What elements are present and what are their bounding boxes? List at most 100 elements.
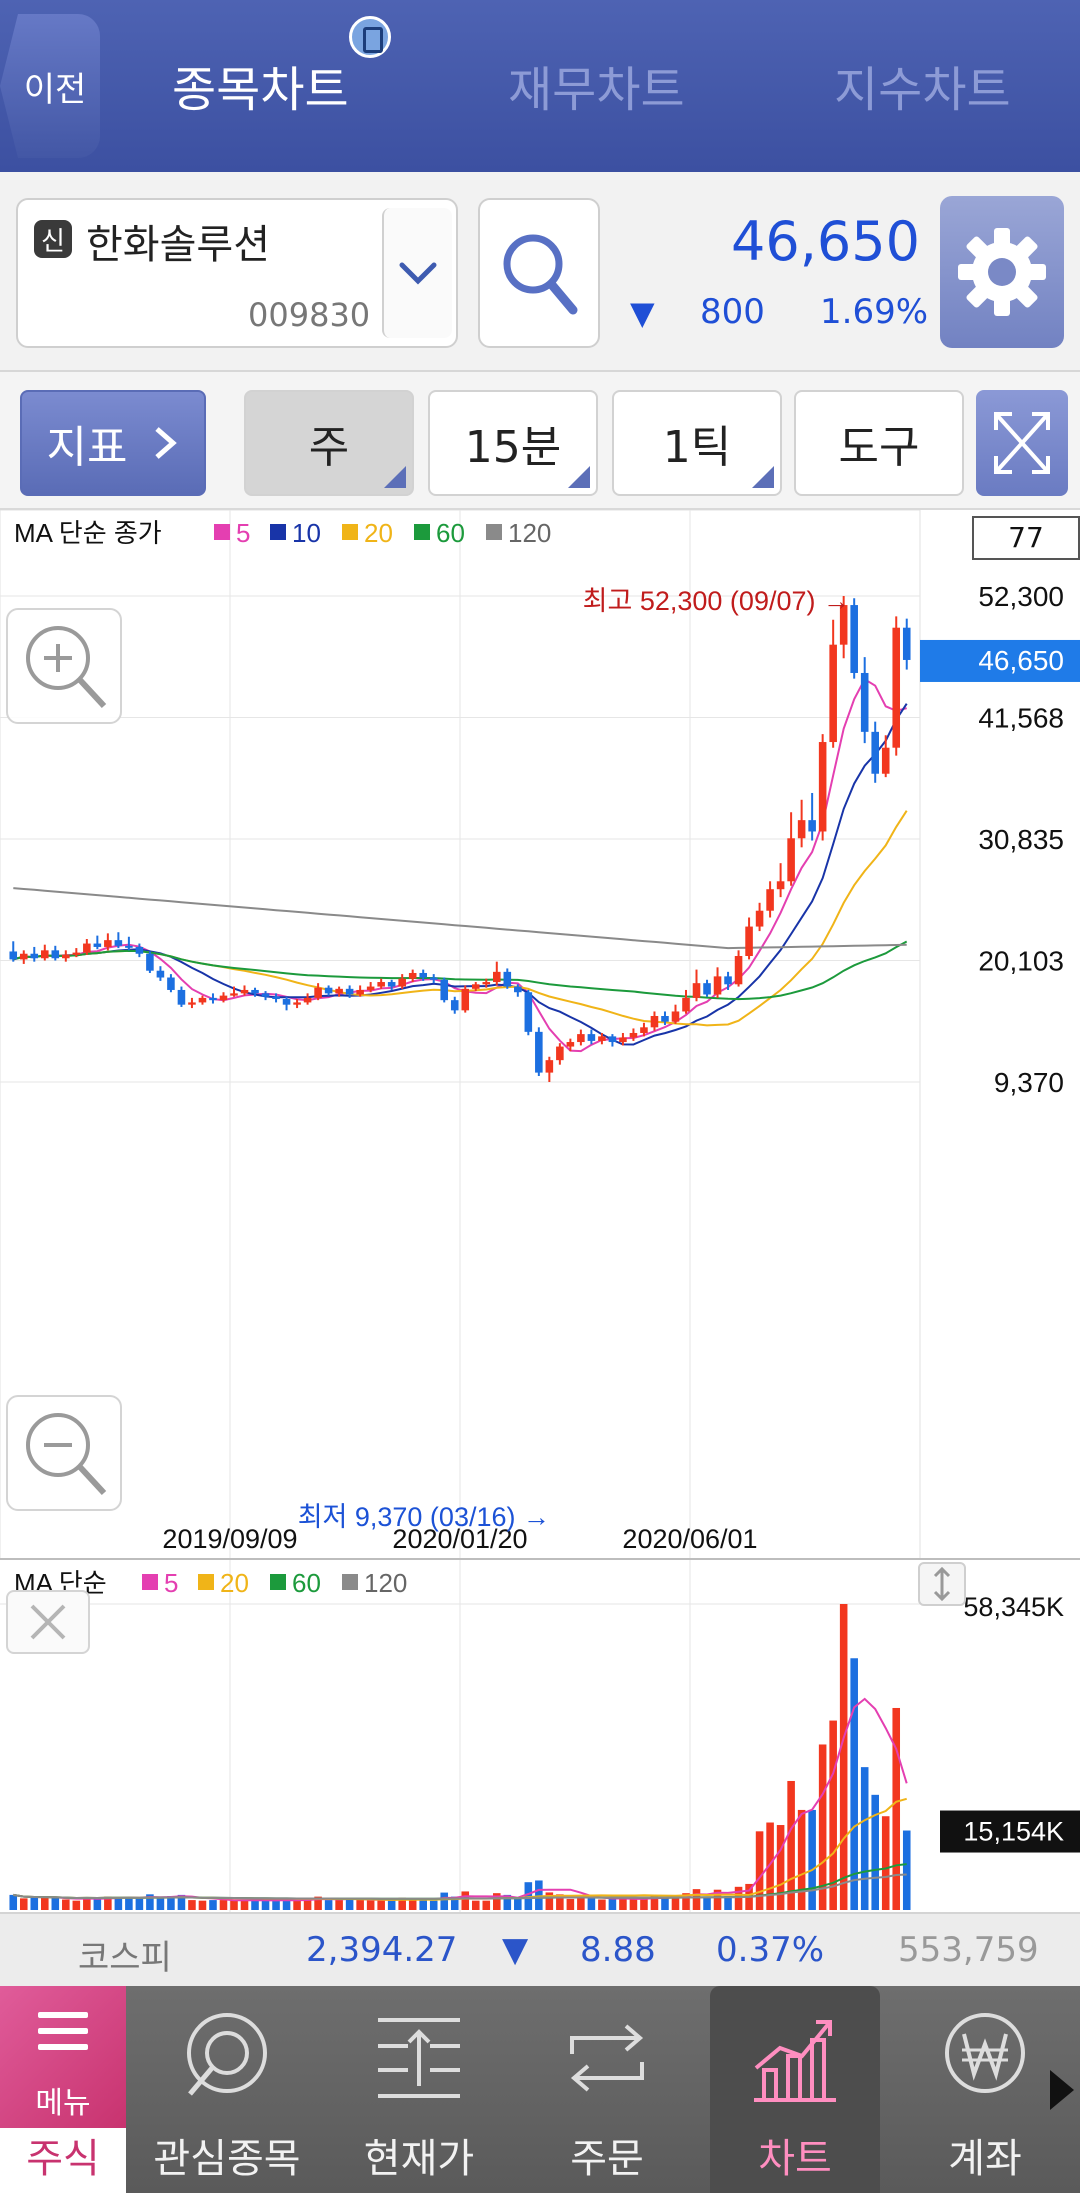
volume-bar (514, 1898, 522, 1910)
legend-label: 60 (292, 1568, 321, 1598)
hamburger-icon (38, 2012, 88, 2060)
tab-stock-chart[interactable]: 종목차트 (172, 62, 349, 118)
period-week-button[interactable]: 주 (244, 390, 414, 496)
volume-bar (713, 1889, 722, 1910)
price-axis-label: 52,300 (978, 581, 1064, 612)
tab-index-chart[interactable]: 지수차트 (834, 62, 1011, 118)
volume-bar (408, 1898, 417, 1910)
volume-bar (808, 1809, 816, 1910)
volume-bar (219, 1900, 228, 1910)
indicator-button[interactable]: 지표 (20, 390, 206, 496)
volume-bar (724, 1896, 732, 1910)
volume-bar (261, 1900, 270, 1910)
volume-bar (156, 1897, 165, 1910)
candle-body (104, 940, 112, 947)
candle-body (429, 977, 438, 980)
candle-body (661, 1016, 669, 1022)
panel-resize-handle[interactable] (918, 1562, 966, 1606)
volume-bar (9, 1894, 18, 1910)
volume-bar (83, 1897, 91, 1910)
stock-code: 009830 (248, 296, 371, 334)
nav-quote[interactable]: 현재가 (334, 1986, 504, 2193)
nav-watchlist[interactable]: 관심종목 (142, 1986, 312, 2193)
chevron-right-icon (155, 427, 178, 459)
tab-financial-chart[interactable]: 재무차트 (508, 62, 685, 118)
candle-body (41, 950, 49, 959)
volume-bar (303, 1899, 312, 1910)
volume-bar (839, 1604, 848, 1910)
low-price-annotation: 최저 9,370 (03/16) → (298, 1502, 550, 1532)
legend-label: 20 (220, 1568, 249, 1598)
nav-account-label: 계좌 (948, 2136, 1022, 2182)
menu-button[interactable]: 메뉴 (0, 1986, 126, 2128)
volume-bar (797, 1809, 806, 1910)
candle-body (776, 881, 785, 890)
stock-selector[interactable]: 신 한화솔루션 009830 (16, 198, 458, 348)
close-icon (30, 1604, 66, 1640)
expand-icon (994, 412, 1050, 474)
volume-bar (671, 1895, 680, 1910)
volume-bar (188, 1900, 196, 1910)
ma-line-60 (13, 940, 908, 1001)
stock-dropdown-button[interactable] (382, 208, 452, 338)
legend-swatch (414, 524, 430, 540)
candle-body (902, 627, 911, 660)
candle-body (703, 983, 711, 995)
price-legend-title: MA 단순 종가 (14, 518, 162, 548)
candle-body (177, 989, 186, 1005)
zoom-in-button[interactable] (6, 608, 122, 724)
nav-chart[interactable]: 차트 (710, 1986, 880, 2193)
indicator-label: 지표 (46, 422, 128, 473)
dropdown-corner-icon (384, 466, 406, 488)
dropdown-corner-icon (752, 466, 774, 488)
period-minute-label: 15분 (464, 422, 562, 473)
price-chart[interactable]: 52,300 41,568 30,835 20,103 9,370 46,650 2019/… (0, 510, 1080, 1560)
volume-bar (661, 1898, 669, 1910)
period-minute-button[interactable]: 15분 (428, 390, 598, 496)
volume-chart-background (0, 1560, 1080, 1912)
volume-bar (482, 1900, 491, 1910)
period-tick-button[interactable]: 1틱 (612, 390, 782, 496)
volume-bar (30, 1897, 39, 1910)
current-price-tag (920, 639, 1080, 682)
volume-bar (524, 1882, 533, 1910)
nav-more-arrow-icon[interactable] (1050, 2070, 1074, 2110)
period-week-label: 주 (308, 422, 350, 473)
stock-category-tab[interactable]: 주식 (0, 2128, 126, 2193)
candle-body (345, 988, 354, 995)
won-icon (945, 2013, 1025, 2093)
market-index-bar[interactable]: 코스피 2,394.27 ▼ 8.88 0.37% 553,759 (0, 1912, 1080, 1986)
price-change: 800 (700, 292, 765, 332)
volume-bar (41, 1897, 49, 1910)
tools-label: 도구 (838, 422, 920, 473)
close-indicator-button[interactable] (6, 1590, 90, 1654)
volume-bar (766, 1822, 774, 1910)
dropdown-corner-icon (568, 466, 590, 488)
candle-body (356, 989, 364, 995)
expand-button[interactable] (976, 390, 1068, 496)
chevron-down-icon (399, 262, 437, 285)
high-price-annotation: 최고 52,300 (09/07) → (583, 586, 850, 616)
settings-button[interactable] (940, 196, 1064, 348)
back-button[interactable]: 이전 (0, 14, 100, 158)
search-button[interactable] (478, 198, 600, 348)
volume-bar (535, 1880, 543, 1910)
volume-bar (871, 1794, 879, 1910)
volume-bar (598, 1899, 606, 1910)
candle-body (671, 1011, 680, 1022)
tools-button[interactable]: 도구 (794, 390, 964, 496)
volume-bar (293, 1900, 301, 1910)
candle-body (829, 644, 837, 743)
legend-label: 20 (364, 518, 393, 548)
candle-body (682, 997, 690, 1012)
nav-order[interactable]: 주문 (522, 1986, 692, 2193)
candle-body (324, 987, 333, 994)
zoom-out-button[interactable] (6, 1395, 122, 1511)
visible-count-box[interactable]: 77 (972, 516, 1080, 560)
period-tick-label: 1틱 (662, 422, 732, 473)
candle-body (808, 820, 816, 832)
volume-bar (629, 1898, 638, 1910)
nav-account[interactable]: 계좌 (900, 1986, 1070, 2193)
